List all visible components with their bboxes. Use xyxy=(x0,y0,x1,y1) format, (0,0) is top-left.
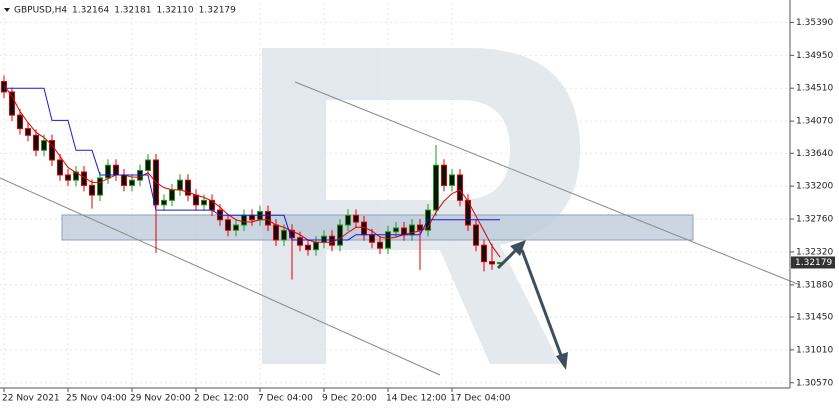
candle-body xyxy=(9,91,15,116)
menu-arrow xyxy=(4,8,10,12)
candle-body xyxy=(169,189,175,201)
x-tick-label: 17 Dec 04:00 xyxy=(450,394,511,404)
candle-body xyxy=(417,224,423,231)
x-tick-label: 29 Nov 20:00 xyxy=(130,394,191,404)
candle-body xyxy=(321,235,327,243)
x-tick-label: 7 Dec 04:00 xyxy=(258,394,313,404)
y-tick-label: 1.31450 xyxy=(796,312,833,322)
candle-body xyxy=(369,234,375,243)
candle-body xyxy=(265,211,271,226)
forecast-arrows xyxy=(496,240,568,370)
y-tick-label: 1.34070 xyxy=(796,117,833,127)
candle-body xyxy=(17,114,23,130)
candle-body xyxy=(225,219,231,231)
last-price-label: 1.32179 xyxy=(795,258,832,268)
candle-body xyxy=(481,244,487,263)
channel-lower xyxy=(0,177,441,376)
candle-body xyxy=(73,171,79,181)
candle-body xyxy=(393,227,399,233)
candle-body xyxy=(129,179,135,186)
x-tick-label: 2 Dec 12:00 xyxy=(194,394,249,404)
header-value: 1.32164 xyxy=(72,6,109,16)
header-value: 1.32181 xyxy=(114,6,151,16)
candle-body xyxy=(57,159,63,176)
candle-body xyxy=(233,224,239,231)
candle-body xyxy=(337,224,343,246)
candle-body xyxy=(385,231,391,249)
candle-body xyxy=(313,241,319,251)
candle-body xyxy=(377,241,383,249)
y-tick-label: 1.34950 xyxy=(796,51,833,61)
support-zone xyxy=(61,214,694,241)
candle-body xyxy=(113,164,119,176)
x-tick-label: 9 Dec 20:00 xyxy=(322,394,377,404)
x-tick-label: 22 Nov 2021 xyxy=(2,394,60,404)
y-tick-label: 1.31010 xyxy=(796,345,833,355)
y-tick-label: 1.32320 xyxy=(796,247,833,257)
plot xyxy=(1,75,503,280)
y-tick-label: 1.35390 xyxy=(796,18,833,28)
candle-body xyxy=(121,174,127,186)
candle-body xyxy=(185,179,191,196)
candle-body xyxy=(193,194,199,206)
candle-body xyxy=(281,229,287,241)
candle-body xyxy=(345,214,351,226)
header: GBPUSD,H4 1.32164 1.32181 1.32110 1.32179 xyxy=(4,6,236,16)
candle-body xyxy=(41,140,47,151)
candle-body xyxy=(145,159,151,171)
indicator-line xyxy=(4,87,500,241)
y-tick-label: 1.33640 xyxy=(796,149,833,159)
header-value: 1.32179 xyxy=(199,6,236,16)
candle-body xyxy=(201,199,207,206)
candle-body xyxy=(177,179,183,191)
candle-body xyxy=(25,128,31,136)
candle-body xyxy=(441,164,447,186)
candle-body xyxy=(249,214,255,221)
y-tick-label: 1.33200 xyxy=(796,182,833,192)
symbol: GBPUSD,H4 xyxy=(14,6,67,16)
candle-body xyxy=(49,140,55,161)
x-tick-label: 14 Dec 12:00 xyxy=(386,394,447,404)
y-tick-label: 1.32760 xyxy=(796,215,833,225)
y-tick-label: 1.31880 xyxy=(796,280,833,290)
candle-body xyxy=(1,80,7,93)
candle-body xyxy=(105,164,111,179)
indicator-line xyxy=(3,84,501,258)
candle-body xyxy=(305,244,311,251)
x-tick-label: 25 Nov 04:00 xyxy=(66,394,127,404)
header-value: 1.32110 xyxy=(156,6,193,16)
candle-body xyxy=(449,174,455,186)
candle-body xyxy=(353,214,359,223)
candle-body xyxy=(33,134,39,151)
candle-body xyxy=(97,177,103,196)
y-tick-label: 1.30570 xyxy=(796,378,833,388)
candle-body xyxy=(329,235,335,246)
y-tick-label: 1.34510 xyxy=(796,84,833,94)
last-price-tag xyxy=(791,256,835,269)
candle-body xyxy=(489,261,495,265)
candle-body xyxy=(273,224,279,241)
channel-upper xyxy=(294,81,801,286)
candle-body xyxy=(89,184,95,196)
candle-body xyxy=(161,199,167,206)
candle-body xyxy=(297,237,303,246)
candle-body xyxy=(433,164,439,211)
candle-body xyxy=(241,214,247,226)
candle-body xyxy=(289,229,295,239)
candle-body xyxy=(473,224,479,246)
candle-body xyxy=(457,174,463,201)
candle-body xyxy=(65,174,71,181)
